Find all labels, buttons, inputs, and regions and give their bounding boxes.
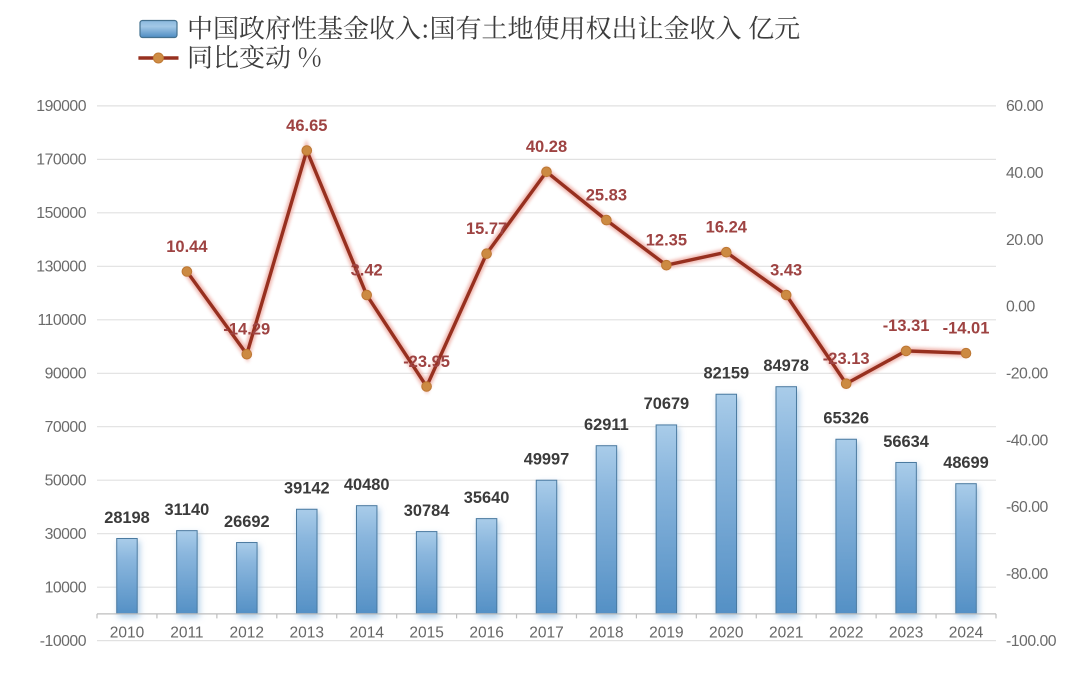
- svg-text:-23.13: -23.13: [823, 350, 870, 368]
- svg-text:2017: 2017: [529, 624, 563, 641]
- svg-text:2011: 2011: [170, 624, 203, 641]
- svg-text:2020: 2020: [709, 624, 744, 641]
- svg-text:50000: 50000: [45, 472, 87, 489]
- svg-text:-10000: -10000: [40, 633, 87, 650]
- svg-text:-23.95: -23.95: [403, 353, 450, 371]
- svg-text:70679: 70679: [644, 395, 690, 413]
- svg-text:2019: 2019: [649, 624, 683, 641]
- svg-text:-80.00: -80.00: [1006, 566, 1049, 583]
- svg-text:15.77: 15.77: [466, 220, 507, 238]
- svg-text:2016: 2016: [469, 624, 503, 641]
- svg-text:2023: 2023: [889, 624, 923, 641]
- svg-text:2018: 2018: [589, 624, 623, 641]
- svg-text:-20.00: -20.00: [1006, 366, 1049, 383]
- svg-text:-13.31: -13.31: [883, 317, 930, 335]
- svg-text:60.00: 60.00: [1006, 98, 1044, 115]
- svg-text:26692: 26692: [224, 513, 270, 531]
- svg-text:40.28: 40.28: [526, 138, 567, 156]
- svg-text:49997: 49997: [524, 451, 570, 469]
- svg-text:56634: 56634: [883, 433, 929, 451]
- svg-text:2012: 2012: [230, 624, 264, 641]
- svg-text:48699: 48699: [943, 454, 989, 472]
- svg-text:35640: 35640: [464, 489, 510, 507]
- svg-text:40480: 40480: [344, 476, 390, 494]
- svg-text:150000: 150000: [36, 205, 86, 222]
- svg-text:3.42: 3.42: [351, 261, 383, 279]
- svg-text:82159: 82159: [704, 365, 750, 383]
- svg-text:20.00: 20.00: [1006, 232, 1044, 249]
- svg-text:2021: 2021: [769, 624, 803, 641]
- svg-text:10000: 10000: [45, 579, 87, 596]
- svg-text:12.35: 12.35: [646, 232, 687, 250]
- svg-text:28198: 28198: [104, 509, 150, 527]
- svg-text:110000: 110000: [37, 312, 86, 329]
- svg-text:-14.29: -14.29: [223, 321, 270, 339]
- svg-text:2024: 2024: [949, 624, 984, 641]
- svg-text:-60.00: -60.00: [1006, 499, 1049, 516]
- svg-text:2014: 2014: [349, 624, 384, 641]
- svg-text:30784: 30784: [404, 502, 450, 520]
- svg-text:30000: 30000: [45, 526, 87, 543]
- svg-text:2013: 2013: [290, 624, 324, 641]
- svg-text:90000: 90000: [45, 366, 87, 383]
- svg-text:130000: 130000: [36, 259, 86, 276]
- svg-text:65326: 65326: [823, 410, 869, 428]
- svg-text:16.24: 16.24: [706, 219, 748, 237]
- svg-text:2022: 2022: [829, 624, 863, 641]
- svg-text:-40.00: -40.00: [1006, 432, 1049, 449]
- svg-text:10.44: 10.44: [166, 238, 208, 256]
- svg-text:46.65: 46.65: [286, 117, 327, 135]
- svg-text:62911: 62911: [584, 416, 629, 434]
- svg-text:2010: 2010: [110, 624, 145, 641]
- svg-text:25.83: 25.83: [586, 186, 627, 204]
- svg-text:70000: 70000: [45, 419, 87, 436]
- svg-text:0.00: 0.00: [1006, 299, 1035, 316]
- svg-text:170000: 170000: [36, 152, 86, 169]
- svg-text:84978: 84978: [763, 357, 809, 375]
- svg-text:2015: 2015: [409, 624, 443, 641]
- svg-text:-14.01: -14.01: [943, 320, 990, 338]
- svg-text:190000: 190000: [36, 98, 86, 115]
- svg-text:39142: 39142: [284, 480, 330, 498]
- svg-text:3.43: 3.43: [770, 261, 802, 279]
- svg-text:31140: 31140: [165, 501, 210, 519]
- svg-text:-100.00: -100.00: [1006, 633, 1057, 650]
- svg-text:40.00: 40.00: [1006, 165, 1044, 182]
